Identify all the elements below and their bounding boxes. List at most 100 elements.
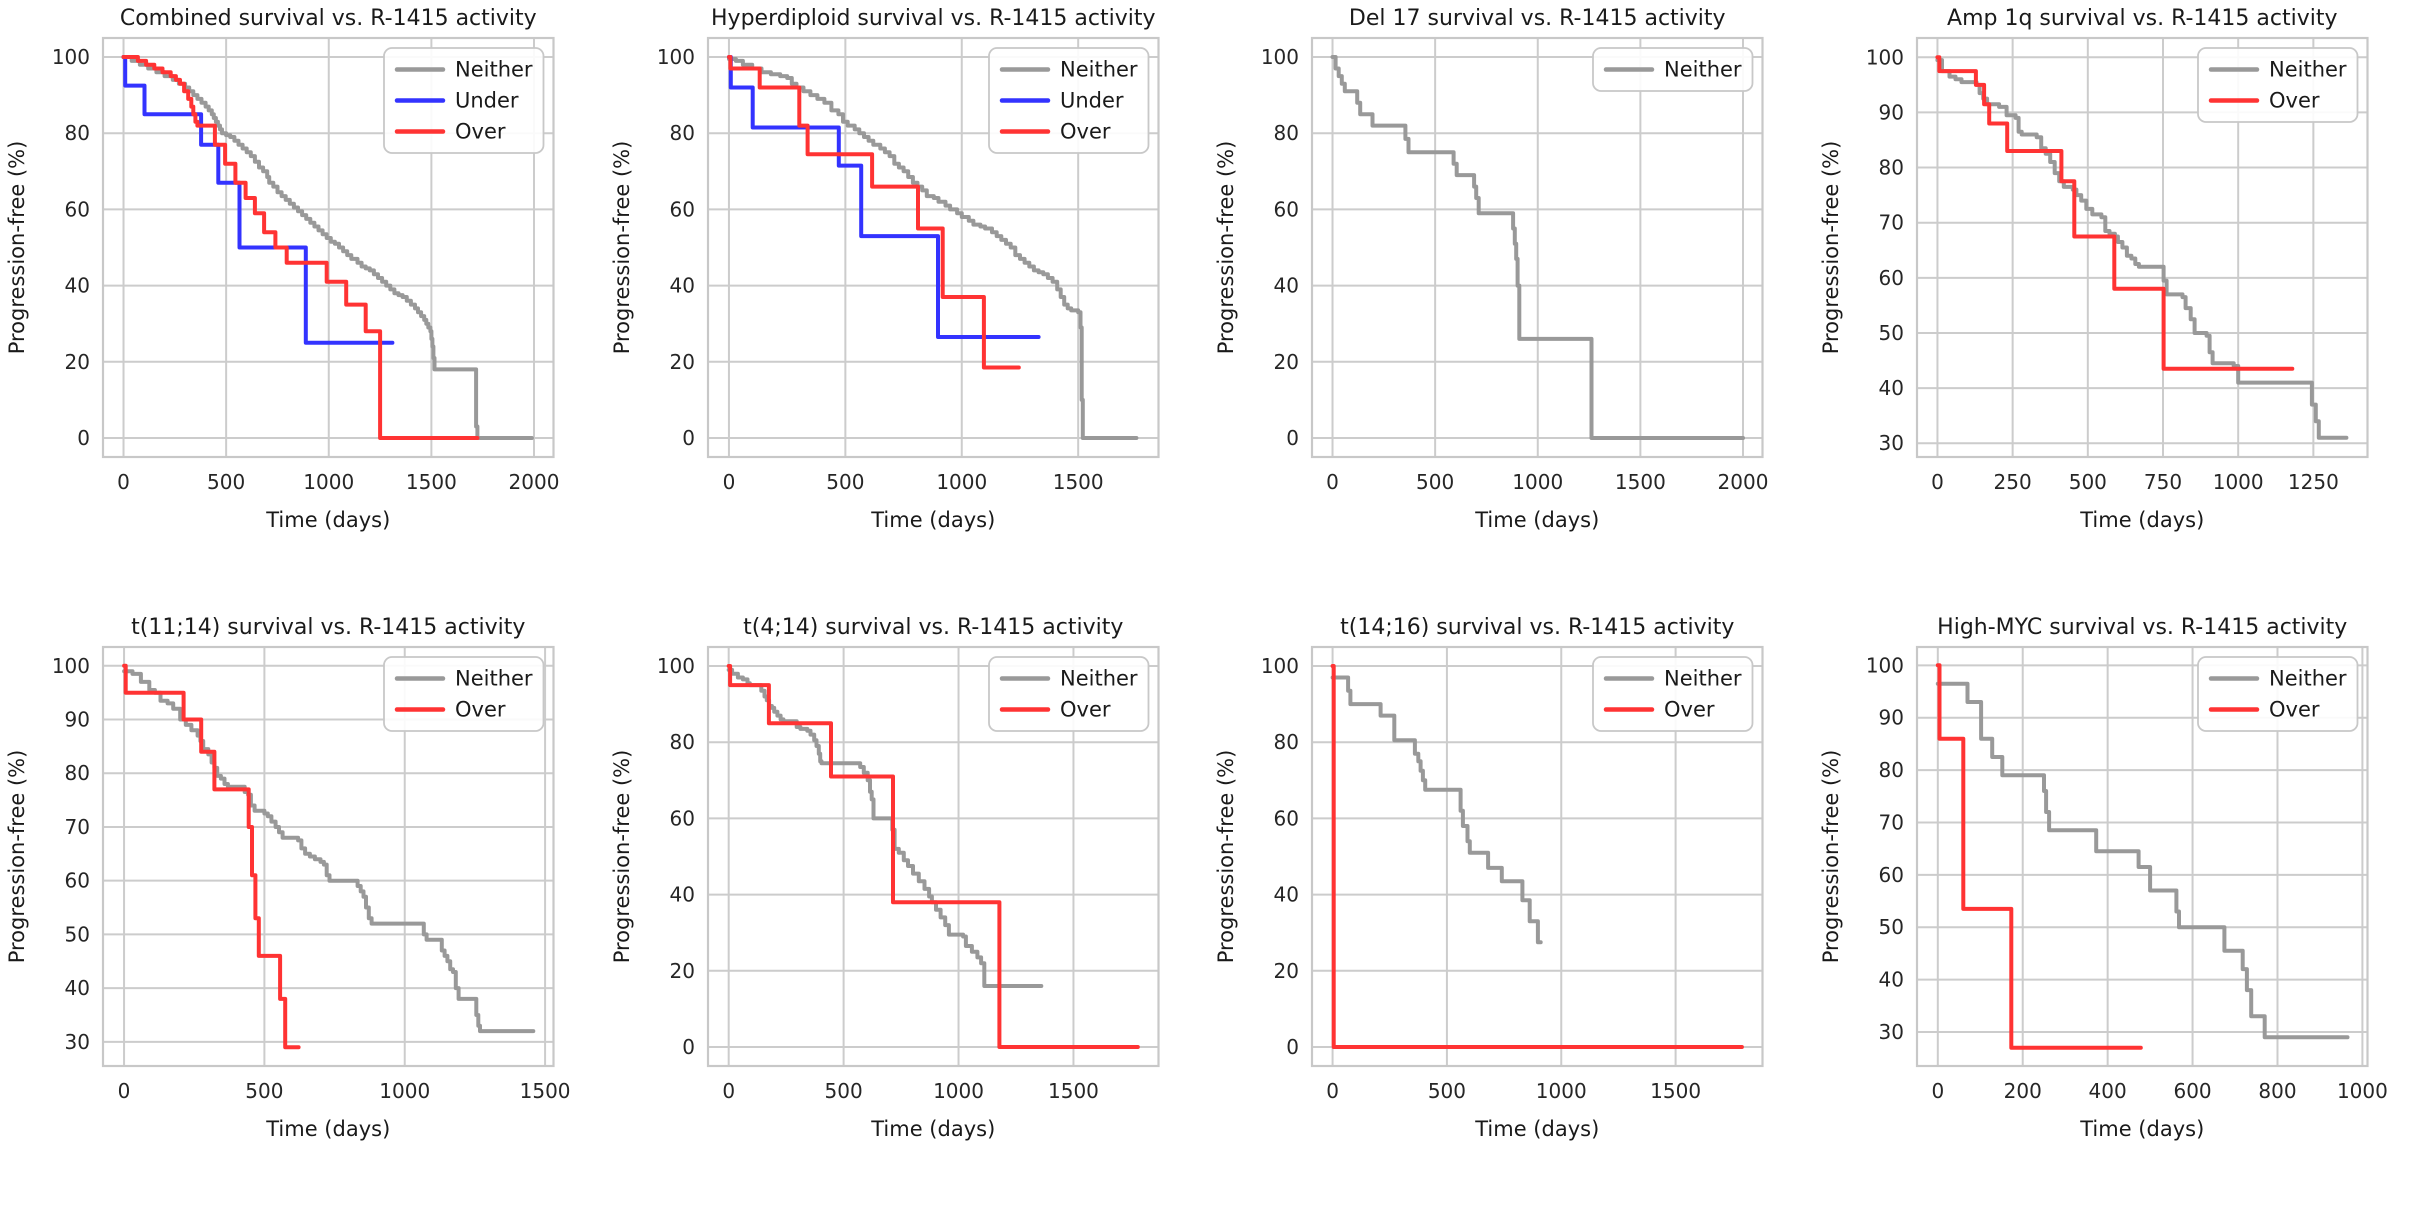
y-tick-label: 30 [1878, 431, 1903, 455]
plot-border [1310, 645, 1764, 1068]
y-tick-label: 60 [65, 869, 90, 893]
x-tick-label: 1000 [2336, 1079, 2387, 1103]
series-line-over [1935, 663, 2143, 1050]
chart-title: Del 17 survival vs. R-1415 activity [1349, 6, 1726, 31]
legend-label-neither: Neither [1664, 667, 1742, 691]
y-tick-label: 30 [65, 1030, 90, 1054]
x-tick-label: 0 [117, 470, 130, 494]
y-tick-label: 70 [65, 815, 90, 839]
y-axis-label: Progression-free (%) [1214, 141, 1238, 355]
chart-canvas-hyperdiploid: 0 500 1000 1500 0 20 40 60 80 100 Hyperdiploid sur… [604, 0, 1209, 609]
series-line-neither [1330, 675, 1543, 945]
x-tick-label: 500 [826, 470, 864, 494]
series-line-neither [1934, 58, 2348, 440]
gridlines [1916, 647, 2367, 1066]
y-tick-label: 0 [1286, 426, 1299, 450]
x-tick-label: 750 [2143, 470, 2181, 494]
x-axis-label: Time (days) [870, 1117, 995, 1141]
legend-box [383, 656, 545, 732]
y-tick-label: 80 [65, 761, 90, 785]
x-tick-label: 1500 [1650, 1079, 1701, 1103]
chart-title: High-MYC survival vs. R-1415 activity [1937, 615, 2347, 640]
x-tick-labels: 0 200 400 600 800 1000 [1931, 1079, 2387, 1103]
y-axis-label: Progression-free (%) [1819, 141, 1843, 355]
y-tick-label: 60 [1274, 197, 1299, 221]
x-tick-label: 500 [2068, 470, 2106, 494]
legend: Neither Under Over [987, 47, 1149, 154]
x-tick-label: 0 [1931, 470, 1944, 494]
y-tick-label: 100 [52, 654, 90, 678]
legend-label-under: Under [1060, 89, 1124, 113]
y-tick-label: 100 [52, 45, 90, 69]
y-tick-label: 90 [1878, 100, 1903, 124]
x-axis-label: Time (days) [1474, 1117, 1599, 1141]
x-tick-label: 1000 [933, 1079, 984, 1103]
plot-border [706, 36, 1160, 459]
chart-canvas-amp1q: 0 250 500 750 1000 1250 30 40 50 60 70 80 90 100 Amp 1… [1813, 0, 2418, 609]
x-tick-label: 400 [2088, 1079, 2126, 1103]
x-tick-label: 500 [1416, 470, 1454, 494]
plot-border [101, 36, 555, 459]
x-tick-label: 1500 [1615, 470, 1666, 494]
x-tick-label: 0 [118, 1079, 131, 1103]
chart-canvas-t11-14: 0 500 1000 1500 30 40 50 60 70 80 90 100 t(11;14) su… [0, 609, 605, 1218]
legend-label-neither: Neither [1060, 58, 1138, 82]
x-tick-label: 0 [1326, 1079, 1339, 1103]
y-tick-label: 90 [65, 708, 90, 732]
plot-border [706, 645, 1160, 1068]
x-tick-label: 250 [1993, 470, 2031, 494]
y-axis-label: Progression-free (%) [610, 141, 634, 355]
y-axis-label: Progression-free (%) [5, 750, 29, 964]
x-tick-label: 1500 [1052, 470, 1103, 494]
chart-title: Amp 1q survival vs. R-1415 activity [1947, 6, 2337, 31]
x-tick-label: 1000 [2212, 470, 2263, 494]
x-tick-labels: 0 500 1000 1500 [722, 470, 1103, 494]
y-tick-label: 80 [1274, 121, 1299, 145]
series-line-over [121, 55, 480, 440]
legend-box [2196, 47, 2358, 123]
legend-label-over: Over [455, 698, 506, 722]
series-line-neither [1935, 681, 2349, 1040]
x-tick-label: 1000 [303, 470, 354, 494]
y-tick-label: 0 [1286, 1035, 1299, 1059]
y-tick-labels: 0 20 40 60 80 100 [52, 45, 90, 450]
x-tick-label: 500 [824, 1079, 862, 1103]
x-tick-labels: 0 500 1000 1500 [722, 1079, 1099, 1103]
x-tick-labels: 0 500 1000 1500 2000 [1326, 470, 1768, 494]
x-tick-labels: 0 500 1000 1500 [1326, 1079, 1701, 1103]
series-line-over [122, 663, 301, 1050]
y-tick-label: 50 [1878, 321, 1903, 345]
y-tick-labels: 0 20 40 60 80 100 [1261, 45, 1299, 450]
y-tick-label: 60 [669, 197, 694, 221]
x-tick-label: 2000 [509, 470, 560, 494]
x-tick-label: 1000 [1536, 1079, 1587, 1103]
legend-box [1592, 47, 1754, 92]
y-tick-label: 40 [65, 274, 90, 298]
x-tick-label: 1500 [520, 1079, 571, 1103]
y-tick-label: 20 [1274, 350, 1299, 374]
subplot-del17: 0 500 1000 1500 2000 0 20 40 60 80 100 Del 17 survi… [1209, 0, 1814, 609]
legend: Neither Over [1592, 656, 1754, 732]
y-tick-label: 50 [65, 922, 90, 946]
y-tick-labels: 0 20 40 60 80 100 [656, 654, 694, 1059]
y-tick-label: 50 [1878, 915, 1903, 939]
x-tick-label: 1250 [2287, 470, 2338, 494]
y-tick-label: 100 [656, 45, 694, 69]
y-tick-label: 80 [1878, 156, 1903, 180]
x-tick-label: 1500 [1048, 1079, 1099, 1103]
x-tick-label: 0 [722, 470, 735, 494]
chart-canvas-t4-14: 0 500 1000 1500 0 20 40 60 80 100 t(4;14) survival… [604, 609, 1209, 1218]
y-tick-label: 80 [65, 121, 90, 145]
subplot-t4-14: 0 500 1000 1500 0 20 40 60 80 100 t(4;14) survival… [604, 609, 1209, 1218]
y-tick-label: 90 [1878, 706, 1903, 730]
y-tick-label: 40 [1878, 376, 1903, 400]
legend-label-over: Over [455, 120, 506, 144]
y-tick-label: 20 [65, 350, 90, 374]
series-line-over [1330, 664, 1744, 1049]
legend: Neither Over [987, 656, 1149, 732]
legend-box [1592, 656, 1754, 732]
plot-border [1310, 36, 1764, 459]
y-tick-label: 100 [1865, 45, 1903, 69]
legend-label-neither: Neither [2269, 58, 2347, 82]
legend-label-neither: Neither [455, 667, 533, 691]
